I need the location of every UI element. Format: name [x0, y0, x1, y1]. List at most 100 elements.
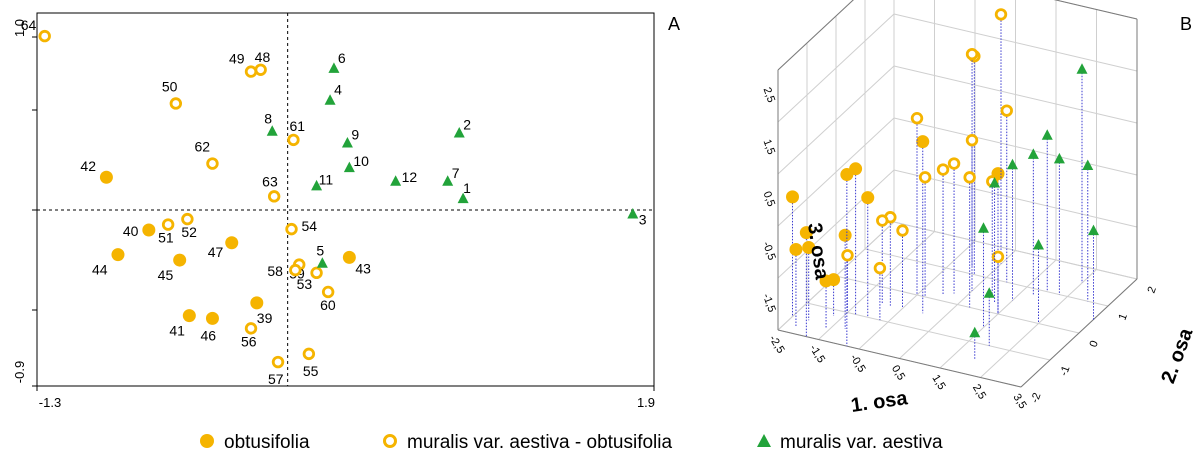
point-60	[321, 285, 335, 299]
point-label-2: 2	[463, 117, 471, 133]
y-tick-label: 0	[1087, 339, 1100, 349]
legend-marker-obtusifolia	[200, 434, 214, 448]
box-edge	[777, 0, 854, 71]
point3d-0-2	[838, 228, 852, 242]
point-label-9: 9	[351, 127, 359, 143]
point-51	[161, 218, 175, 231]
point-55	[302, 347, 316, 361]
panel-a-points: 4240444547433941466449485061626351525459…	[21, 17, 647, 387]
panel-b-3d-scatter: -2,5 -1,5 -0,5 0,5 1,5 2,5 3,5 -2 -1 0 1 2 2,5 1,5 0,5…	[760, 0, 1198, 417]
point-label-57: 57	[268, 371, 284, 387]
panel-b-box	[777, 0, 1138, 388]
point3d-2-2	[1007, 158, 1018, 170]
panel-a-letter: A	[668, 14, 680, 34]
point-49	[244, 65, 258, 78]
point3d-0-9	[916, 135, 930, 149]
x-tick-label: 1,5	[929, 373, 947, 392]
point-label-51: 51	[158, 230, 174, 246]
point-48	[254, 63, 267, 76]
point3d-1-8	[918, 171, 932, 184]
point3d-1-9	[963, 171, 976, 184]
point3d-1-7	[936, 163, 950, 176]
point-63	[267, 190, 281, 203]
x-tick-right: 1.9	[637, 395, 655, 410]
box-edge	[777, 329, 1022, 388]
x-tick-label: 0,5	[889, 363, 907, 382]
point-11	[311, 179, 323, 191]
point-label-10: 10	[353, 153, 369, 169]
point3d-1-14	[896, 224, 909, 237]
point3d-0-1	[786, 190, 799, 204]
point-12	[390, 175, 402, 186]
left-wall-grid-line	[777, 65, 895, 175]
point3d-2-4	[1053, 152, 1065, 164]
z-tick-label: -1,5	[760, 292, 778, 314]
point-label-11: 11	[319, 171, 334, 187]
point-label-7: 7	[452, 165, 460, 181]
y-tick-label: -1	[1058, 364, 1073, 377]
legend: obtusifolia muralis var. aestiva - obtus…	[200, 432, 943, 453]
point-41	[182, 309, 196, 323]
point-label-3: 3	[639, 212, 647, 228]
legend-label-aestiva: muralis var. aestiva	[780, 432, 943, 453]
point-label-58: 58	[267, 263, 283, 279]
point3d-2-8	[1033, 239, 1044, 250]
box-edge	[1053, 0, 1138, 20]
point-label-48: 48	[255, 49, 271, 65]
panel-b-points	[786, 8, 1099, 360]
y-tick-bottom: -0.9	[12, 361, 27, 383]
point-62	[206, 157, 219, 170]
point-label-1: 1	[463, 180, 471, 196]
point-53	[310, 266, 323, 280]
point-56	[244, 322, 258, 335]
point3d-0-8	[827, 273, 841, 287]
left-wall-grid-line	[777, 169, 895, 279]
point-label-46: 46	[200, 327, 216, 343]
point-2	[453, 127, 465, 138]
point-44	[111, 248, 125, 262]
point-label-61: 61	[289, 118, 305, 134]
point3d-2-3	[1027, 148, 1039, 159]
legend-label-obtusifolia: obtusifolia	[224, 432, 310, 453]
back-wall-grid-line	[893, 117, 1138, 176]
y-tick-label: -2	[1029, 391, 1044, 404]
z-tick-label: 1,5	[761, 138, 778, 156]
point-40	[142, 223, 156, 237]
point-42	[99, 170, 113, 184]
point-label-63: 63	[262, 173, 278, 189]
point-label-45: 45	[158, 267, 174, 283]
floor-grid-line	[806, 302, 1051, 361]
legend-marker-hybrid	[383, 434, 397, 448]
point-45	[173, 253, 187, 267]
point-label-54: 54	[302, 218, 318, 234]
point-label-52: 52	[181, 224, 197, 240]
point-label-12: 12	[402, 169, 418, 185]
x-axis-title: 1. osa	[850, 387, 910, 417]
point-58	[289, 263, 302, 277]
point3d-1-3	[910, 111, 924, 125]
point-54	[285, 222, 298, 236]
point3d-0-5	[789, 242, 803, 256]
point-label-40: 40	[123, 223, 139, 239]
point3d-1-13	[841, 249, 854, 262]
point-57	[271, 355, 285, 369]
panel-b-letter: B	[1180, 14, 1192, 34]
point-label-49: 49	[229, 51, 245, 67]
box-edge	[1020, 278, 1138, 388]
point3d-2-1	[1041, 129, 1053, 140]
point-label-62: 62	[194, 139, 210, 155]
point3d-2-6	[1082, 159, 1094, 171]
point3d-1-12	[876, 214, 889, 227]
point3d-2-10	[983, 287, 995, 298]
point-46	[205, 311, 219, 325]
back-wall-grid-line	[893, 169, 1138, 228]
y-tick-marks	[32, 36, 655, 391]
point-4	[324, 94, 336, 105]
x-tick-label: 3,5	[1010, 392, 1028, 411]
x-tick-left: -1.3	[39, 395, 61, 410]
point-61	[287, 133, 300, 147]
point-label-50: 50	[162, 78, 178, 94]
point-label-56: 56	[241, 333, 257, 349]
point3d-1-0	[994, 8, 1008, 21]
